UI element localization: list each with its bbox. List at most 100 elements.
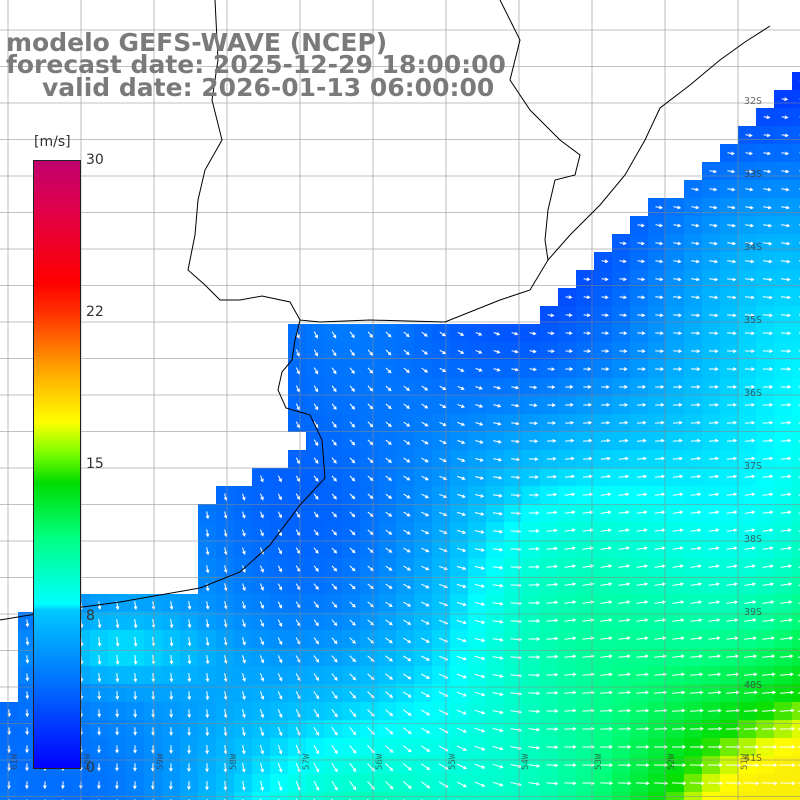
wind-arrow xyxy=(565,331,573,336)
wind-arrow xyxy=(169,763,173,772)
wind-cell xyxy=(792,180,800,198)
longitude-label: 61W xyxy=(10,753,20,770)
wind-arrow xyxy=(456,601,467,607)
wind-arrow xyxy=(421,421,429,427)
wind-arrow xyxy=(25,745,29,754)
wind-cell xyxy=(792,288,800,306)
wind-arrow xyxy=(600,510,612,515)
wind-arrow xyxy=(313,780,320,791)
wind-arrow xyxy=(25,727,29,736)
wind-arrow xyxy=(115,636,120,648)
wind-arrow xyxy=(493,367,501,372)
wind-arrow xyxy=(456,763,468,770)
wind-arrow xyxy=(546,763,559,768)
wind-cell xyxy=(684,792,702,800)
wind-arrow xyxy=(349,367,355,375)
wind-arrow xyxy=(565,403,574,407)
wind-arrow xyxy=(313,637,320,645)
wind-arrow xyxy=(511,367,519,372)
wind-arrow xyxy=(709,223,718,228)
wind-cell xyxy=(792,468,800,486)
wind-arrow xyxy=(474,727,486,733)
wind-arrow xyxy=(403,583,412,589)
wind-arrow xyxy=(672,528,684,533)
wind-arrow xyxy=(690,708,704,713)
wind-arrow xyxy=(745,241,755,246)
wind-arrow xyxy=(618,763,632,767)
wind-arrow xyxy=(259,601,264,609)
wind-arrow xyxy=(528,619,541,623)
wind-cell xyxy=(792,612,800,630)
wind-arrow xyxy=(349,331,355,339)
wind-arrow xyxy=(241,762,246,773)
wind-arrow xyxy=(25,763,29,772)
wind-arrow xyxy=(492,583,504,588)
wind-arrow xyxy=(762,259,773,264)
wind-arrow xyxy=(673,277,682,282)
wind-arrow xyxy=(242,673,246,682)
wind-arrow xyxy=(421,367,429,373)
wind-arrow xyxy=(671,781,687,786)
wind-arrow xyxy=(744,672,758,677)
wind-arrow xyxy=(707,763,723,768)
wind-arrow xyxy=(707,745,723,749)
wind-cell xyxy=(324,792,342,800)
wind-arrow xyxy=(636,763,650,767)
wind-arrow xyxy=(331,673,338,681)
wind-arrow xyxy=(601,385,610,389)
wind-arrow xyxy=(385,709,394,717)
wind-cell xyxy=(792,594,800,612)
wind-arrow xyxy=(242,547,246,556)
wind-cell xyxy=(792,252,800,270)
wind-arrow xyxy=(331,511,338,518)
wind-arrow xyxy=(763,241,773,246)
wind-arrow xyxy=(726,402,738,407)
wind-arrow xyxy=(655,295,664,300)
wind-arrow xyxy=(313,673,320,682)
wind-arrow xyxy=(277,493,282,501)
wind-arrow xyxy=(709,241,718,246)
wind-arrow xyxy=(781,151,790,156)
wind-cell xyxy=(414,792,432,800)
wind-arrow xyxy=(43,781,47,790)
wind-arrow xyxy=(277,691,283,700)
wind-arrow xyxy=(727,187,736,192)
wind-arrow xyxy=(456,583,467,589)
wind-arrow xyxy=(727,205,736,210)
wind-arrow xyxy=(187,727,191,737)
wind-cell xyxy=(648,792,666,800)
wind-arrow xyxy=(259,637,264,646)
wind-arrow xyxy=(493,457,503,462)
longitude-label: 56W xyxy=(375,753,385,770)
wind-arrow xyxy=(457,439,466,444)
wind-arrow xyxy=(618,582,631,586)
wind-arrow xyxy=(763,205,772,210)
wind-arrow xyxy=(420,655,431,661)
wind-arrow xyxy=(654,492,666,497)
wind-arrow xyxy=(743,781,760,786)
wind-cell xyxy=(198,792,216,800)
wind-arrow xyxy=(564,708,577,713)
wind-arrow xyxy=(762,510,774,515)
wind-arrow xyxy=(564,456,575,461)
wind-arrow xyxy=(403,349,410,356)
wind-arrow xyxy=(528,601,541,605)
wind-arrow xyxy=(242,655,246,664)
wind-cell xyxy=(144,792,162,800)
wind-arrow xyxy=(690,618,703,623)
wind-arrow xyxy=(600,564,613,568)
wind-cell xyxy=(792,792,800,800)
wind-arrow xyxy=(474,691,486,697)
wind-arrow xyxy=(331,331,337,339)
wind-arrow xyxy=(708,420,720,425)
wind-arrow xyxy=(672,618,685,623)
wind-arrow xyxy=(456,619,467,625)
wind-arrow xyxy=(313,655,320,663)
wind-arrow xyxy=(223,762,228,773)
wind-arrow xyxy=(708,367,719,371)
wind-arrow xyxy=(205,655,210,665)
wind-arrow xyxy=(726,438,738,443)
wind-cell xyxy=(792,162,800,180)
wind-arrow xyxy=(654,510,666,515)
wind-cell xyxy=(162,792,180,800)
